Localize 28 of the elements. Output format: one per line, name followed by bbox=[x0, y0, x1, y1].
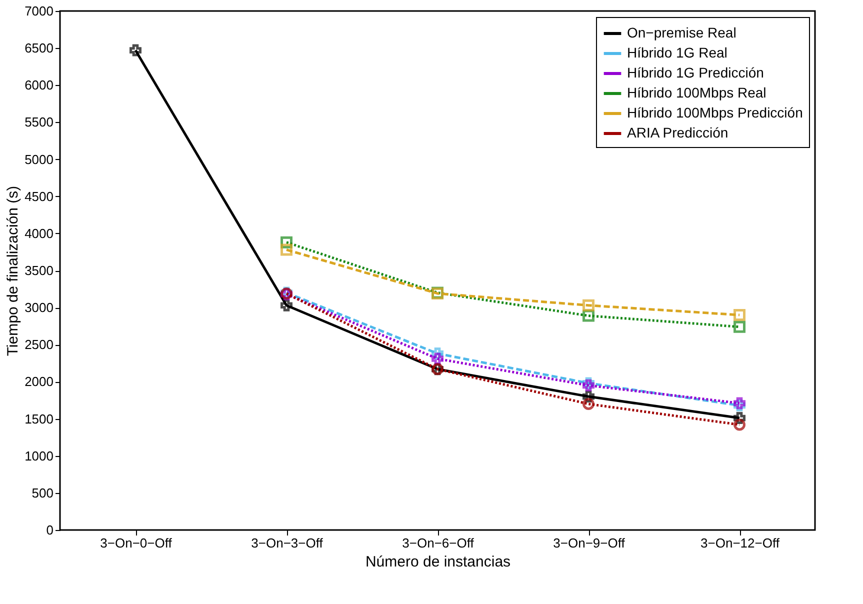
y-tick-label: 2500 bbox=[24, 337, 54, 352]
y-tick-label: 1000 bbox=[24, 448, 54, 464]
legend-label: ARIA Predicción bbox=[627, 124, 728, 140]
y-tick-label: 6000 bbox=[24, 78, 54, 93]
y-tick-label: 4500 bbox=[24, 188, 54, 204]
y-tick-label: 6500 bbox=[24, 40, 54, 56]
x-axis-title: Número de instancias bbox=[365, 554, 511, 570]
y-tick-label: 7000 bbox=[24, 4, 54, 18]
y-tick-label: 0 bbox=[46, 522, 54, 538]
y-tick-label: 1500 bbox=[24, 411, 54, 426]
y-axis-title: Tiempo de finalización (s) bbox=[4, 186, 22, 356]
y-tick-label: 5000 bbox=[24, 152, 54, 167]
x-tick-label: 3−On−0−Off bbox=[100, 536, 172, 550]
x-tick-label: 3−On−9−Off bbox=[553, 536, 626, 550]
y-tick-label: 4000 bbox=[24, 226, 54, 241]
y-tick-label: 2000 bbox=[24, 374, 54, 390]
y-tick-label: 500 bbox=[32, 485, 54, 500]
x-tick-label: 3−On−3−Off bbox=[251, 536, 324, 550]
y-tick-label: 3000 bbox=[24, 300, 54, 316]
y-tick-label: 3500 bbox=[24, 263, 54, 278]
legend-label: On−premise Real bbox=[627, 24, 736, 40]
x-tick-label: 3−On−12−Off bbox=[700, 536, 780, 550]
legend-label: Híbrido 100Mbps Predicción bbox=[627, 104, 803, 120]
y-tick-label: 5500 bbox=[24, 114, 54, 130]
legend-label: Híbrido 1G Predicción bbox=[627, 64, 764, 80]
legend-label: Híbrido 1G Real bbox=[627, 44, 728, 60]
x-tick-label: 3−On−6−Off bbox=[402, 536, 474, 550]
legend-label: Híbrido 100Mbps Real bbox=[627, 84, 766, 100]
